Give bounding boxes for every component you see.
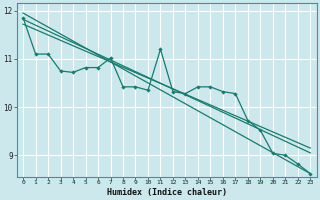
X-axis label: Humidex (Indice chaleur): Humidex (Indice chaleur) [107, 188, 227, 197]
